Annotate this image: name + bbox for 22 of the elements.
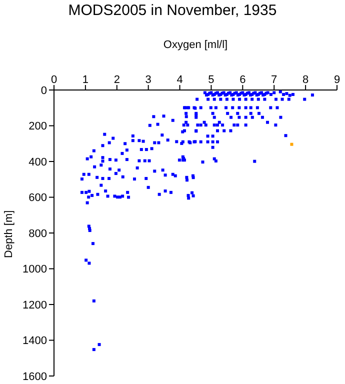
x-tick-label: 6 bbox=[240, 74, 246, 86]
x-tick-label: 9 bbox=[334, 74, 340, 86]
y-tick-label: 400 bbox=[28, 156, 47, 168]
x-tick-label: 0 bbox=[50, 74, 58, 86]
y-tick-label: 0 bbox=[40, 84, 47, 97]
x-tick-label: 2 bbox=[114, 74, 120, 86]
y-tick-label: 1200 bbox=[22, 299, 47, 312]
x-tick-label: 3 bbox=[145, 74, 152, 86]
y-tick-label: 1600 bbox=[22, 370, 47, 383]
y-tick-label: 800 bbox=[28, 228, 47, 240]
y-tick-label: 200 bbox=[28, 120, 47, 133]
x-tick-label: 5 bbox=[208, 74, 214, 86]
x-tick-label: 1 bbox=[82, 74, 89, 86]
x-tick-label: 7 bbox=[271, 74, 278, 86]
x-tick-label: 8 bbox=[302, 74, 309, 86]
x-tick-label: 4 bbox=[176, 74, 183, 86]
y-tick-label: 1000 bbox=[22, 264, 47, 276]
y-tick-label: 1400 bbox=[22, 335, 47, 348]
x-axis-title: Oxygen [ml/l] bbox=[163, 38, 228, 51]
y-tick-label: 600 bbox=[28, 192, 47, 204]
y-axis-title: Depth [m] bbox=[2, 210, 15, 258]
chart-title: MODS2005 in November, 1935 bbox=[67, 2, 278, 19]
